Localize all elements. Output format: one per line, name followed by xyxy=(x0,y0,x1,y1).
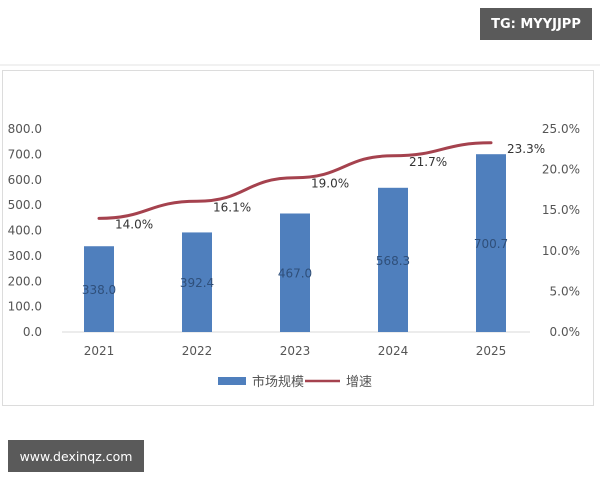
watermark-bottom: www.dexinqz.com xyxy=(8,440,144,472)
line-value-label: 21.7% xyxy=(409,155,447,169)
growth-line xyxy=(97,141,493,220)
left-axis-tick: 700.0 xyxy=(8,147,42,161)
bar-series: 338.0 392.4 467.0 568.3 700.7 xyxy=(82,154,508,332)
legend-bar-swatch xyxy=(218,377,246,385)
legend: 市场规模 增速 xyxy=(218,374,372,390)
x-axis-tick: 2022 xyxy=(182,344,213,358)
bar-2025 xyxy=(476,154,506,332)
bar-value-label: 338.0 xyxy=(82,283,116,297)
x-axis-labels: 2021 2022 2023 2024 2025 xyxy=(84,344,507,358)
line-value-label: 23.3% xyxy=(507,142,545,156)
x-axis-tick: 2025 xyxy=(476,344,507,358)
bar-value-label: 392.4 xyxy=(180,276,214,290)
line-value-label: 19.0% xyxy=(311,177,349,191)
legend-bar-label: 市场规模 xyxy=(252,374,304,390)
watermark-top: TG: MYYJJPP xyxy=(480,8,592,40)
right-axis-tick: 25.0% xyxy=(542,122,580,136)
bar-2022 xyxy=(182,232,212,332)
bar-2024 xyxy=(378,187,408,332)
bar-value-label: 568.3 xyxy=(376,254,410,268)
x-axis-tick: 2021 xyxy=(84,344,115,358)
bar-2021 xyxy=(84,246,114,332)
line-value-label: 16.1% xyxy=(213,200,251,214)
bar-value-label: 467.0 xyxy=(278,267,312,281)
left-axis-tick: 400.0 xyxy=(8,224,42,238)
left-axis-tick: 600.0 xyxy=(8,173,42,187)
left-axis-tick: 300.0 xyxy=(8,249,42,263)
right-axis-tick: 20.0% xyxy=(542,163,580,177)
right-axis-tick: 5.0% xyxy=(550,284,581,298)
left-axis-tick: 0.0 xyxy=(23,325,42,339)
right-axis-tick: 0.0% xyxy=(550,325,581,339)
bar-value-label: 700.7 xyxy=(474,237,508,251)
left-axis-tick: 100.0 xyxy=(8,300,42,314)
line-value-label: 14.0% xyxy=(115,217,153,231)
left-axis-tick: 500.0 xyxy=(8,198,42,212)
right-axis-tick: 10.0% xyxy=(542,244,580,258)
right-axis: 0.0% 5.0% 10.0% 15.0% 20.0% 25.0% xyxy=(542,122,580,339)
right-axis-tick: 15.0% xyxy=(542,203,580,217)
top-divider xyxy=(0,64,600,66)
x-axis-tick: 2024 xyxy=(378,344,409,358)
bar-2023 xyxy=(280,213,310,332)
left-axis-tick: 800.0 xyxy=(8,122,42,136)
left-axis-tick: 200.0 xyxy=(8,274,42,288)
line-series: 14.0% 16.1% 19.0% 21.7% 23.3% xyxy=(97,141,545,231)
left-axis: 0.0 100.0 200.0 300.0 400.0 500.0 600.0 700.0 80… xyxy=(8,122,42,339)
legend-line-label: 增速 xyxy=(346,375,372,390)
x-axis-tick: 2023 xyxy=(280,344,311,358)
